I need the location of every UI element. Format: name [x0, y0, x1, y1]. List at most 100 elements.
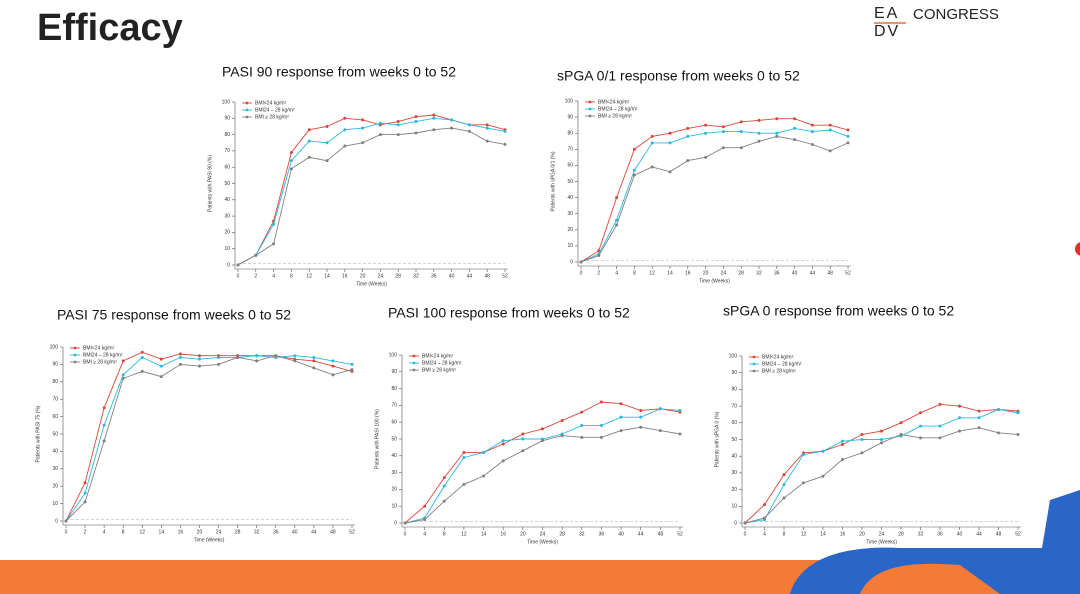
x-tick-label: 14 [481, 531, 487, 537]
x-tick-label: 20 [859, 531, 865, 537]
data-point [361, 118, 365, 122]
x-tick-label: 20 [703, 270, 709, 276]
chart-title: PASI 100 response from weeks 0 to 52 [388, 305, 630, 321]
data-point [541, 427, 544, 431]
data-point [775, 134, 779, 138]
y-tick-label: 20 [391, 487, 397, 493]
y-tick-label: 70 [567, 147, 573, 153]
data-point [414, 120, 418, 124]
y-axis-label: Patients with PASI 90 (%) [207, 155, 213, 212]
data-point [121, 373, 125, 377]
y-tick-label: 80 [731, 387, 737, 393]
data-point [739, 146, 743, 150]
y-tick-label: 100 [50, 344, 59, 350]
data-point [632, 147, 636, 151]
y-tick-label: 20 [224, 230, 230, 236]
x-tick-label: 52 [349, 529, 355, 535]
legend-label: BMI ≥ 28 kg/m² [255, 114, 289, 120]
data-point [414, 131, 418, 135]
legend-marker [73, 360, 77, 364]
data-point [686, 126, 690, 130]
data-point [325, 159, 329, 163]
data-point [958, 404, 961, 408]
x-tick-label: 48 [330, 529, 336, 535]
x-tick-label: 36 [774, 270, 780, 276]
x-tick-label: 4 [272, 273, 275, 279]
data-point [704, 131, 708, 135]
data-point [432, 116, 436, 120]
x-tick-label: 24 [540, 531, 546, 537]
x-tick-label: 44 [976, 531, 982, 537]
x-tick-label: 28 [395, 273, 401, 279]
data-point [899, 432, 903, 436]
x-tick-label: 44 [311, 529, 317, 535]
y-tick-label: 40 [224, 197, 230, 203]
data-point [442, 476, 446, 480]
x-tick-label: 28 [898, 531, 904, 537]
y-tick-label: 50 [567, 179, 573, 185]
y-tick-label: 10 [731, 504, 737, 510]
data-point [102, 423, 106, 427]
data-point [775, 117, 779, 121]
y-tick-label: 50 [391, 436, 397, 442]
data-point [521, 449, 525, 453]
x-tick-label: 24 [721, 270, 727, 276]
chart: sPGA 0/1 response from weeks 0 to 52 0 10 2… [550, 68, 851, 284]
x-tick-label: 4 [763, 531, 766, 537]
x-tick-label: 16 [685, 270, 691, 276]
x-tick-label: 40 [792, 270, 798, 276]
data-point [1016, 411, 1020, 415]
data-point [485, 126, 489, 130]
data-point [396, 133, 400, 137]
data-point [293, 354, 297, 358]
data-point [880, 429, 883, 433]
legend-marker [73, 346, 77, 350]
data-point [860, 438, 864, 441]
data-point [217, 355, 221, 359]
x-tick-label: 32 [413, 273, 419, 279]
data-point [615, 223, 619, 227]
y-tick-label: 10 [224, 246, 230, 252]
legend-marker [752, 362, 756, 366]
data-point [254, 253, 258, 257]
data-point [668, 141, 672, 145]
data-point [102, 406, 106, 410]
y-tick-label: 20 [731, 487, 737, 493]
legend-label: BMI ≥ 28 kg/m² [83, 359, 117, 365]
y-tick-label: 70 [731, 403, 737, 409]
y-tick-label: 60 [567, 163, 573, 169]
legend-marker [412, 354, 416, 358]
y-tick-label: 30 [731, 470, 737, 476]
data-point [658, 407, 662, 411]
data-point [977, 409, 981, 413]
data-point [236, 355, 240, 359]
data-point [178, 362, 182, 366]
data-point [846, 134, 850, 138]
x-axis-label: Time (Weeks) [194, 537, 225, 543]
data-point [485, 139, 489, 143]
legend-label: BMI<24 kg/m² [762, 354, 794, 360]
data-point [307, 139, 311, 143]
data-point [450, 126, 454, 130]
x-tick-label: 32 [918, 531, 924, 537]
x-tick-label: 14 [820, 531, 826, 537]
data-point [462, 450, 466, 454]
x-tick-label: 0 [237, 273, 240, 279]
x-tick-label: 52 [1015, 531, 1021, 537]
data-point [802, 453, 805, 457]
data-point [560, 419, 564, 423]
data-point [739, 120, 743, 124]
data-point [899, 421, 903, 425]
data-point [958, 416, 961, 420]
data-point [217, 362, 221, 366]
data-point [450, 118, 454, 122]
y-tick-label: 60 [52, 414, 58, 420]
data-point [325, 141, 329, 145]
x-tick-label: 16 [178, 529, 184, 535]
data-point [501, 442, 505, 446]
series-line [580, 118, 849, 263]
data-point [560, 434, 564, 438]
y-tick-label: 90 [224, 116, 230, 122]
y-tick-label: 50 [731, 437, 737, 443]
